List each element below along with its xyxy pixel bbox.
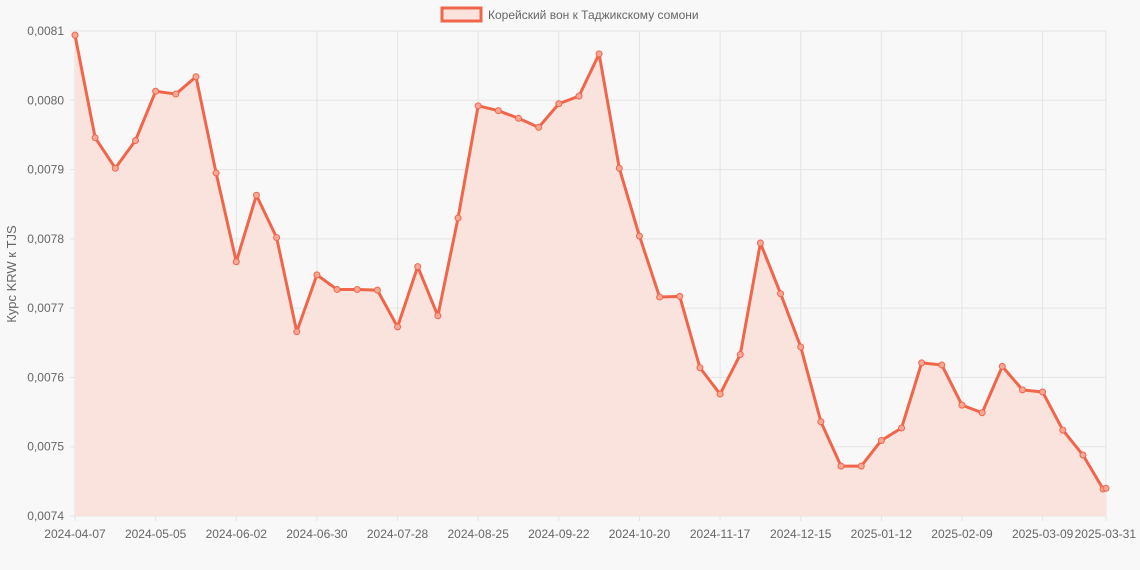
data-point[interactable] <box>918 359 926 367</box>
data-point[interactable] <box>474 102 482 110</box>
data-point[interactable] <box>857 462 865 470</box>
y-axis-title: Курс KRW к TJS <box>4 225 19 323</box>
data-point[interactable] <box>555 100 563 108</box>
data-point[interactable] <box>1039 388 1047 396</box>
legend-label[interactable]: Корейский вон к Таджикскому сомони <box>488 8 699 22</box>
data-point[interactable] <box>353 285 361 293</box>
data-point[interactable] <box>535 123 543 131</box>
x-tick-label: 2024-06-02 <box>206 527 268 541</box>
x-tick-label: 2024-08-25 <box>447 527 509 541</box>
data-point[interactable] <box>938 361 946 369</box>
data-point[interactable] <box>454 214 462 222</box>
y-tick-label: 0,0076 <box>27 370 64 384</box>
series-area <box>75 35 1106 516</box>
data-point[interactable] <box>373 286 381 294</box>
data-point[interactable] <box>434 312 442 320</box>
data-point[interactable] <box>756 239 764 247</box>
data-point[interactable] <box>232 258 240 266</box>
y-tick-label: 0,0074 <box>27 509 64 523</box>
y-tick-label: 0,0081 <box>27 24 64 38</box>
x-tick-label: 2025-02-09 <box>931 527 993 541</box>
data-point[interactable] <box>333 285 341 293</box>
data-point[interactable] <box>111 164 119 172</box>
data-point[interactable] <box>877 436 885 444</box>
data-point[interactable] <box>212 169 220 177</box>
points-layer <box>71 31 1110 493</box>
data-point[interactable] <box>192 73 200 81</box>
data-point[interactable] <box>958 401 966 409</box>
data-point[interactable] <box>676 292 684 300</box>
data-point[interactable] <box>575 92 583 100</box>
data-point[interactable] <box>635 232 643 240</box>
x-tick-label: 2024-09-22 <box>528 527 590 541</box>
data-point[interactable] <box>736 351 744 359</box>
x-tick-label: 2024-05-05 <box>125 527 187 541</box>
data-point[interactable] <box>414 263 422 271</box>
legend-swatch[interactable] <box>440 6 483 23</box>
x-tick-label: 2024-06-30 <box>286 527 348 541</box>
data-point[interactable] <box>1102 484 1110 492</box>
data-point[interactable] <box>515 114 522 122</box>
data-point[interactable] <box>656 293 664 301</box>
data-point[interactable] <box>152 87 160 95</box>
legend[interactable]: Корейский вон к Таджикскому сомони <box>440 6 699 23</box>
x-tick-label: 2025-03-31 <box>1075 527 1137 541</box>
data-point[interactable] <box>394 323 402 331</box>
data-point[interactable] <box>313 271 321 279</box>
x-axis-ticks: 2024-04-07 2024-05-05 2024-06-02 2024-06-30… <box>44 527 1136 541</box>
data-point[interactable] <box>273 233 281 241</box>
data-point[interactable] <box>131 136 139 144</box>
x-tick-label: 2024-07-28 <box>367 527 429 541</box>
data-point[interactable] <box>1059 426 1067 434</box>
data-point[interactable] <box>615 164 623 172</box>
data-point[interactable] <box>777 290 785 298</box>
data-point[interactable] <box>91 134 99 142</box>
data-point[interactable] <box>817 418 825 426</box>
area-layer <box>75 35 1106 516</box>
data-point[interactable] <box>797 343 805 351</box>
x-tick-label: 2025-03-09 <box>1012 527 1074 541</box>
data-point[interactable] <box>978 409 986 417</box>
data-point[interactable] <box>898 424 906 432</box>
data-point[interactable] <box>293 328 301 336</box>
data-point[interactable] <box>696 364 704 372</box>
data-point[interactable] <box>71 31 79 39</box>
data-point[interactable] <box>837 462 845 470</box>
y-tick-label: 0,0080 <box>27 93 64 107</box>
y-tick-label: 0,0075 <box>27 440 64 454</box>
data-point[interactable] <box>716 390 724 398</box>
data-point[interactable] <box>494 107 502 115</box>
data-point[interactable] <box>1018 386 1026 394</box>
y-tick-label: 0,0079 <box>27 163 64 177</box>
x-tick-label: 2024-04-07 <box>44 527 106 541</box>
data-point[interactable] <box>998 362 1006 370</box>
data-point[interactable] <box>252 191 260 199</box>
data-point[interactable] <box>1079 451 1087 459</box>
x-tick-label: 2024-12-15 <box>770 527 832 541</box>
y-axis-ticks: 0,0074 0,0075 0,0076 0,0077 0,0078 0,0079 0,00… <box>27 24 64 523</box>
x-tick-label: 2024-11-17 <box>690 527 751 541</box>
data-point[interactable] <box>172 90 180 98</box>
y-tick-label: 0,0078 <box>27 232 64 246</box>
x-tick-label: 2024-10-20 <box>609 527 671 541</box>
y-tick-label: 0,0077 <box>27 301 64 315</box>
data-point[interactable] <box>595 50 603 58</box>
x-tick-label: 2025-01-12 <box>851 527 913 541</box>
